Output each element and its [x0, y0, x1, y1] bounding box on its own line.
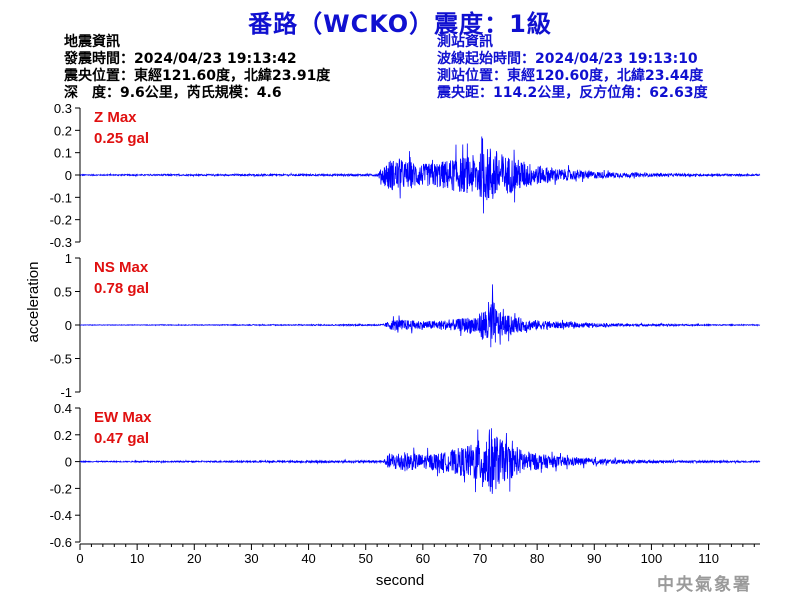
y-tick-label: -0.2 — [50, 213, 72, 228]
x-tick-label: 110 — [698, 551, 719, 566]
y-tick-label: 0.4 — [54, 401, 72, 416]
x-tick-label: 20 — [187, 551, 201, 566]
waveform-ns — [79, 284, 761, 348]
origin-time: 發震時間：2024/04/23 19:13:42 — [64, 51, 297, 67]
page-title: 番路（WCKO）震度：1級 — [248, 10, 552, 38]
x-tick-label: 30 — [244, 551, 258, 566]
y-tick-label: 0.3 — [54, 101, 72, 116]
x-tick-label: 50 — [358, 551, 372, 566]
y-tick-label: 0.2 — [54, 123, 72, 138]
earthquake-info: 地震資訊 發震時間：2024/04/23 19:13:42 震央位置：東經121.6… — [64, 34, 330, 102]
x-tick-label: 90 — [587, 551, 601, 566]
y-tick-label: 0 — [65, 455, 72, 470]
y-tick-label: -0.5 — [50, 352, 72, 367]
x-tick-label: 100 — [641, 551, 663, 566]
waveform-ew — [79, 428, 761, 494]
y-tick-label: -0.1 — [50, 190, 72, 205]
y-tick-label: 0.1 — [54, 146, 72, 161]
y-tick-label: -0.2 — [50, 481, 72, 496]
x-tick-label: 70 — [473, 551, 487, 566]
y-tick-label: 1 — [65, 251, 72, 266]
waveform-z — [79, 136, 761, 214]
depth-magnitude: 深 度：9.6公里，芮氏規模：4.6 — [64, 85, 282, 101]
station-location: 測站位置：東經120.60度，北緯23.44度 — [437, 68, 704, 84]
x-tick-label: 40 — [301, 551, 315, 566]
earthquake-info-heading: 地震資訊 — [64, 34, 120, 50]
x-tick-label: 0 — [76, 551, 83, 566]
y-tick-label: 0.5 — [54, 285, 72, 300]
y-tick-label: 0 — [65, 168, 72, 183]
x-tick-label: 10 — [130, 551, 144, 566]
y-tick-label: -1 — [60, 385, 72, 400]
y-axis-title: acceleration — [25, 262, 42, 343]
epicentral-distance: 震央距：114.2公里，反方位角：62.63度 — [437, 85, 708, 101]
y-tick-label: 0 — [65, 318, 72, 333]
x-axis-title: second — [376, 572, 424, 589]
wave-start-time: 波線起始時間：2024/04/23 19:13:10 — [437, 51, 698, 67]
max-label-z: Z Max — [94, 109, 137, 126]
y-tick-label: -0.3 — [50, 235, 72, 250]
max-label-ew: EW Max — [94, 409, 152, 426]
agency-watermark: 中央氣象署 — [657, 575, 752, 595]
x-tick-label: 80 — [530, 551, 544, 566]
station-info: 測站資訊 波線起始時間：2024/04/23 19:13:10 測站位置：東經120… — [437, 34, 708, 102]
station-info-heading: 測站資訊 — [437, 34, 493, 50]
y-tick-label: 0.2 — [54, 428, 72, 443]
max-value-ew: 0.47 gal — [94, 430, 149, 447]
max-value-ns: 0.78 gal — [94, 280, 149, 297]
max-label-ns: NS Max — [94, 259, 149, 276]
max-value-z: 0.25 gal — [94, 130, 149, 147]
epicenter: 震央位置：東經121.60度，北緯23.91度 — [64, 68, 331, 84]
x-tick-label: 60 — [416, 551, 430, 566]
y-tick-label: -0.6 — [50, 535, 72, 550]
y-tick-label: -0.4 — [50, 508, 72, 523]
